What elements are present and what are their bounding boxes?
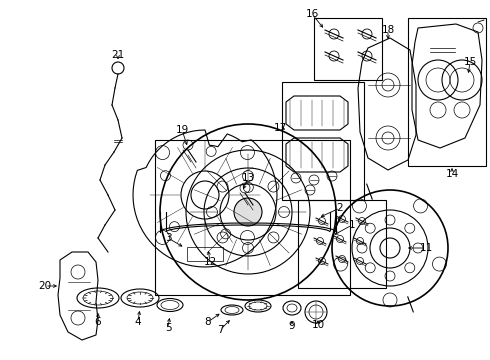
Text: 12: 12 [203, 257, 217, 267]
Text: 14: 14 [445, 169, 459, 179]
Text: 4: 4 [135, 317, 141, 327]
Text: 18: 18 [381, 25, 394, 35]
Text: 21: 21 [111, 50, 124, 60]
Text: 13: 13 [242, 173, 255, 183]
Bar [155, 140, 350, 295]
Text: 10: 10 [312, 320, 324, 330]
Text: 20: 20 [38, 281, 51, 291]
Text: 16: 16 [305, 9, 318, 19]
Text: 17: 17 [273, 123, 287, 133]
Text: 7: 7 [217, 325, 223, 335]
Bar [408, 18, 486, 166]
Bar [282, 82, 364, 200]
Circle shape [234, 198, 262, 226]
Text: 3: 3 [165, 233, 172, 243]
Text: 8: 8 [205, 317, 211, 327]
Text: 15: 15 [464, 57, 477, 67]
Bar [298, 200, 386, 288]
Text: 1: 1 [349, 220, 355, 230]
Text: 6: 6 [95, 317, 101, 327]
Text: 9: 9 [289, 321, 295, 331]
Bar [187, 247, 223, 261]
Text: 5: 5 [165, 323, 172, 333]
Text: 2: 2 [337, 203, 343, 213]
Text: 11: 11 [419, 243, 433, 253]
Bar [314, 18, 382, 80]
Text: 19: 19 [175, 125, 189, 135]
